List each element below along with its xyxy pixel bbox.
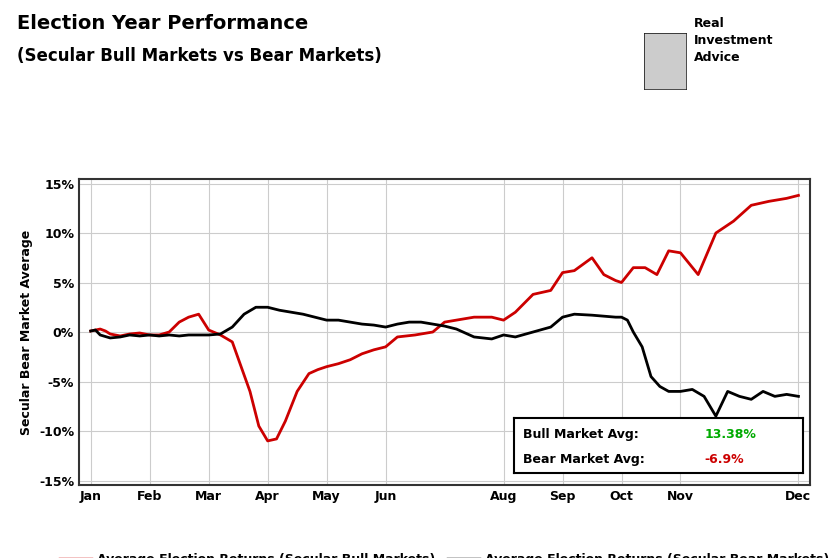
Text: Real
Investment
Advice: Real Investment Advice [694,17,774,64]
Y-axis label: Secular Bear Market Average: Secular Bear Market Average [21,229,33,435]
Text: Election Year Performance: Election Year Performance [17,14,307,33]
Legend: Average Election Returns (Secular Bull Markets), Average Election Returns (Secul: Average Election Returns (Secular Bull M… [55,549,831,558]
Text: (Secular Bull Markets vs Bear Markets): (Secular Bull Markets vs Bear Markets) [17,47,381,65]
